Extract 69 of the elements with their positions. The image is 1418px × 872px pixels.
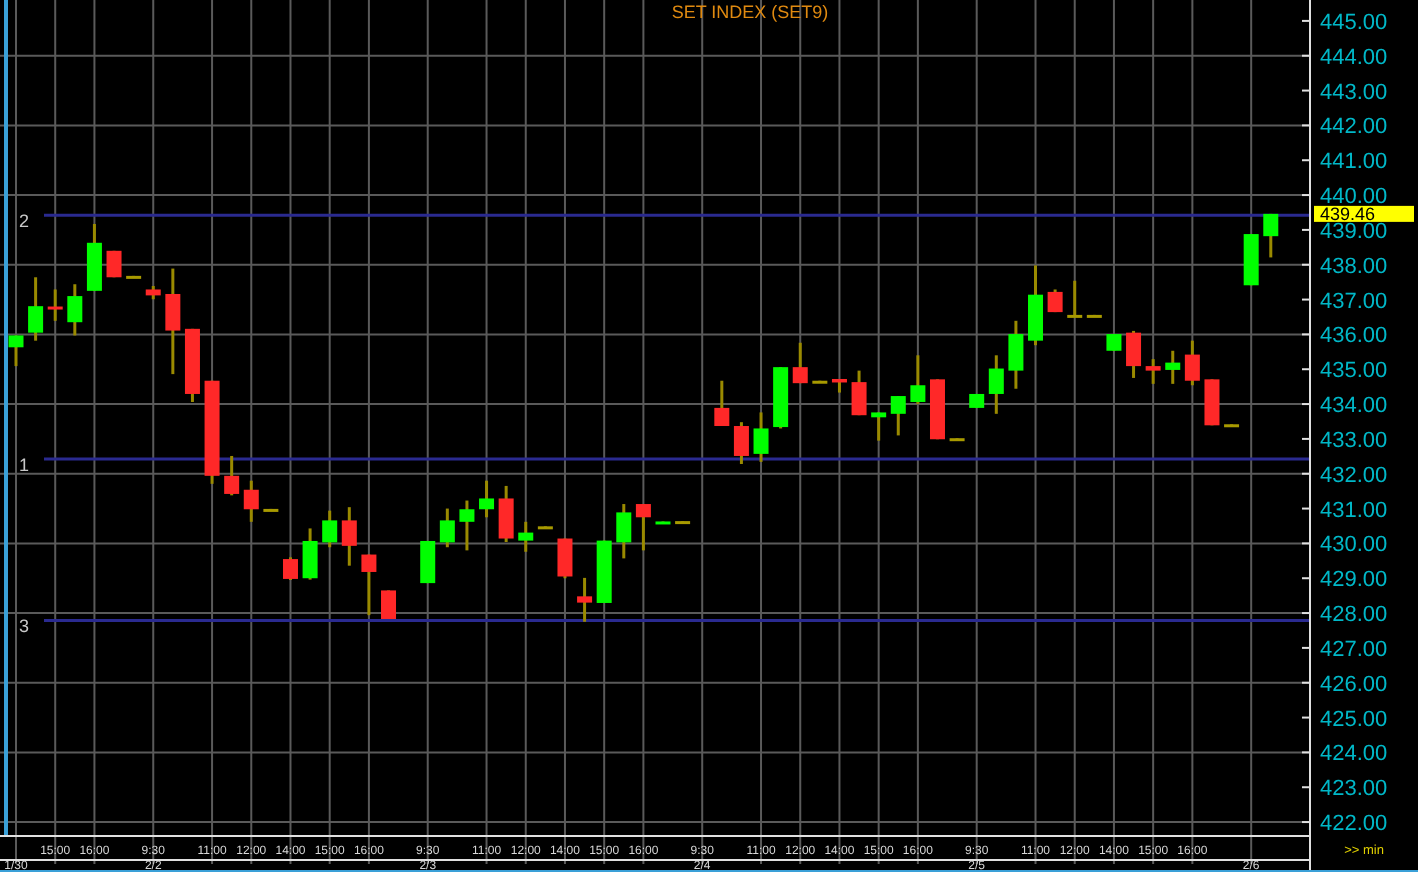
- y-tick-label: 445.00: [1320, 10, 1388, 35]
- y-tick-label: 429.00: [1320, 568, 1388, 593]
- y-tick-label: 442.00: [1320, 115, 1388, 140]
- y-tick-label: 435.00: [1320, 359, 1388, 384]
- candlestick: [28, 275, 44, 343]
- candlestick: [224, 454, 240, 497]
- y-tick-label: 437.00: [1320, 289, 1388, 314]
- candlestick: [871, 410, 887, 443]
- y-tick-label: 433.00: [1320, 428, 1388, 453]
- candlestick: [1145, 357, 1161, 386]
- candlestick: [557, 537, 573, 580]
- candlestick: [1008, 319, 1024, 391]
- candlestick: [439, 507, 455, 549]
- candlestick: [890, 394, 906, 437]
- candlestick: [459, 499, 475, 552]
- candlestick: [322, 509, 338, 549]
- candlestick: [792, 341, 808, 385]
- candlestick: [1204, 377, 1220, 427]
- y-tick-label: 441.00: [1320, 150, 1388, 175]
- candlestick: [243, 479, 259, 524]
- y-tick-label: 434.00: [1320, 394, 1388, 419]
- text: 439.46: [1320, 204, 1376, 225]
- candlestick: [498, 484, 514, 544]
- y-tick-label: 438.00: [1320, 254, 1388, 279]
- candlestick: [282, 555, 298, 582]
- candlestick: [381, 588, 397, 621]
- candlestick: [753, 410, 769, 464]
- candlestick: [518, 520, 534, 554]
- y-tick-label: 424.00: [1320, 742, 1388, 767]
- annotation: 3: [18, 616, 30, 637]
- candlestick: [361, 553, 377, 617]
- candlestick: [47, 287, 63, 323]
- chart-title: SET INDEX (SET9): [671, 2, 829, 22]
- y-tick-label: 436.00: [1320, 324, 1388, 349]
- candlestick: [851, 369, 867, 417]
- annotation: 1: [18, 455, 30, 476]
- y-tick-label: 422.00: [1320, 812, 1388, 837]
- y-tick-label: 444.00: [1320, 45, 1388, 70]
- candlestick: [1184, 339, 1200, 387]
- y-tick-label: 431.00: [1320, 498, 1388, 523]
- y-tick-label: 439.00: [1320, 219, 1388, 244]
- candlestick: [635, 502, 651, 552]
- candlestick: [733, 420, 749, 466]
- candlestick: [302, 526, 318, 582]
- candlestick: [479, 479, 495, 519]
- y-tick-label: 427.00: [1320, 637, 1388, 662]
- candlestick: [988, 353, 1004, 416]
- candlestick: [577, 576, 593, 624]
- candlestick: [341, 505, 357, 568]
- y-tick-label: 440.00: [1320, 185, 1388, 210]
- candlestick: [910, 353, 926, 406]
- y-tick-label: 423.00: [1320, 777, 1388, 802]
- candlestick: [714, 379, 730, 428]
- candlestick: [1263, 212, 1279, 259]
- y-tick-label: 425.00: [1320, 707, 1388, 732]
- candlestick: [1165, 349, 1181, 386]
- candlestick: [616, 502, 632, 560]
- annotation: 2: [18, 211, 30, 232]
- y-tick-label: 430.00: [1320, 533, 1388, 558]
- y-tick-label: 432.00: [1320, 463, 1388, 488]
- candlestick: [67, 282, 83, 337]
- y-tick-label: 426.00: [1320, 672, 1388, 697]
- candlestick: [1067, 279, 1083, 318]
- y-tick-label: 443.00: [1320, 80, 1388, 105]
- candlestick: [1126, 329, 1142, 380]
- y-tick-label: 428.00: [1320, 603, 1388, 628]
- candlestick: [165, 267, 181, 376]
- candlestick: [1028, 263, 1044, 347]
- candlestick: [8, 333, 24, 368]
